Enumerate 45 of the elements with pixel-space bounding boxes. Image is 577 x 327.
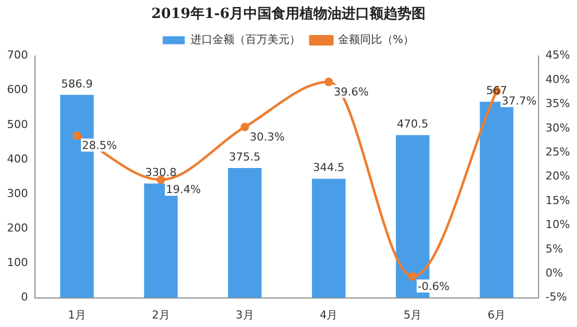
y2-tick-label: 25% xyxy=(546,145,570,158)
y2-tick-label: 10% xyxy=(546,218,570,232)
data-label: 375.5 xyxy=(229,150,261,164)
data-label: 39.6% xyxy=(334,85,369,98)
y2-tick-label: 20% xyxy=(546,170,570,183)
x-tick-label: 2月 xyxy=(152,308,170,322)
y2-tick-label: 30% xyxy=(546,121,570,134)
data-label: -0.6% xyxy=(418,280,450,293)
x-tick-label: 4月 xyxy=(320,308,338,322)
legend-label: 进口金额（百万美元） xyxy=(190,33,300,46)
y-tick-label: 600 xyxy=(6,83,28,96)
x-tick-label: 5月 xyxy=(404,308,422,322)
data-label: 19.4% xyxy=(166,183,201,196)
point xyxy=(324,78,333,86)
data-label: 37.7% xyxy=(502,94,537,108)
y2-tick-label: 40% xyxy=(546,72,570,86)
y2-tick-label: -5% xyxy=(546,290,567,304)
data-label: 30.3% xyxy=(250,130,285,144)
bar xyxy=(312,178,346,298)
data-label: 344.5 xyxy=(312,161,344,174)
chart-title: 2019年1-6月中国食用植物油进口额趋势图 xyxy=(151,5,426,22)
point xyxy=(72,131,82,140)
y-tick-label: 700 xyxy=(6,48,28,62)
y2-tick-label: 45% xyxy=(546,48,570,62)
y-tick-label: 400 xyxy=(6,152,28,166)
point xyxy=(408,272,417,281)
y-tick-label: 500 xyxy=(6,118,28,131)
y2-tick-label: 0% xyxy=(546,266,564,280)
legend-label: 金额同比（%） xyxy=(338,33,414,46)
data-label: 586.9 xyxy=(61,77,93,90)
x-tick-label: 3月 xyxy=(236,308,254,322)
y2-tick-label: 15% xyxy=(546,194,570,207)
y-tick-label: 300 xyxy=(6,186,28,200)
data-label: 470.5 xyxy=(396,118,428,130)
y-tick-label: 0 xyxy=(20,290,28,304)
data-label: 28.5% xyxy=(82,139,117,152)
bar xyxy=(228,168,262,298)
y2-tick-label: 35% xyxy=(546,97,570,110)
y2-tick-label: 5% xyxy=(546,242,564,256)
y-tick-label: 100 xyxy=(6,256,28,270)
x-tick-label: 1月 xyxy=(68,308,86,322)
data-label: 330.8 xyxy=(145,166,177,179)
x-tick-label: 6月 xyxy=(488,308,506,322)
point xyxy=(240,122,250,132)
y-tick-label: 200 xyxy=(6,222,28,235)
